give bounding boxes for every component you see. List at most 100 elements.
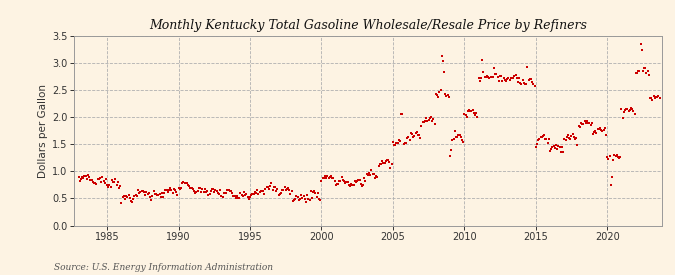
Point — [286, 189, 297, 194]
Title: Monthly Kentucky Total Gasoline Wholesale/Resale Price by Refiners: Monthly Kentucky Total Gasoline Wholesal… — [149, 19, 587, 32]
Point — [91, 182, 102, 186]
Point — [217, 195, 228, 199]
Point — [110, 177, 121, 181]
Point — [580, 121, 591, 125]
Point — [153, 192, 164, 197]
Point — [229, 194, 240, 198]
Point — [314, 197, 325, 201]
Point — [620, 108, 630, 112]
Point — [322, 174, 333, 178]
Point — [117, 195, 128, 200]
Point — [441, 93, 452, 98]
Point — [222, 188, 233, 192]
Point — [310, 191, 321, 195]
Point — [185, 186, 196, 191]
Point — [540, 137, 551, 142]
Point — [406, 131, 416, 135]
Point — [302, 193, 313, 197]
Point — [531, 145, 541, 149]
Point — [178, 180, 189, 184]
Point — [197, 187, 208, 191]
Point — [460, 112, 471, 117]
Point — [579, 119, 590, 123]
Point — [537, 134, 548, 139]
Point — [127, 200, 138, 204]
Point — [165, 186, 176, 190]
Point — [304, 198, 315, 202]
Point — [385, 165, 396, 170]
Point — [219, 191, 230, 196]
Point — [557, 145, 568, 149]
Point — [649, 96, 660, 100]
Point — [556, 149, 566, 154]
Point — [514, 76, 524, 80]
Point — [539, 133, 549, 138]
Point — [85, 178, 96, 182]
Point — [551, 143, 562, 147]
Point — [587, 131, 598, 136]
Point — [443, 95, 454, 99]
Point — [510, 73, 521, 77]
Point — [450, 129, 460, 133]
Point — [509, 73, 520, 78]
Point — [122, 195, 133, 199]
Point — [362, 173, 373, 177]
Point — [396, 112, 406, 116]
Point — [446, 148, 456, 152]
Point — [414, 132, 425, 137]
Point — [370, 175, 381, 180]
Point — [121, 194, 132, 198]
Point — [288, 199, 298, 204]
Point — [182, 181, 192, 185]
Point — [213, 191, 223, 195]
Point — [624, 108, 635, 113]
Point — [577, 122, 588, 126]
Point — [329, 178, 340, 183]
Point — [194, 186, 205, 190]
Point — [531, 141, 542, 146]
Point — [593, 126, 604, 131]
Point — [564, 136, 574, 140]
Point — [630, 71, 641, 75]
Point — [491, 72, 502, 76]
Point — [400, 141, 411, 145]
Point — [246, 193, 256, 197]
Point — [167, 191, 178, 195]
Point — [227, 191, 238, 195]
Point — [490, 72, 501, 76]
Point — [98, 178, 109, 183]
Point — [411, 130, 422, 134]
Point — [596, 128, 607, 132]
Point — [101, 177, 111, 181]
Point — [209, 190, 219, 194]
Point — [634, 68, 645, 73]
Point — [627, 106, 638, 111]
Point — [149, 192, 160, 196]
Point — [204, 191, 215, 196]
Point — [639, 65, 649, 70]
Point — [614, 156, 624, 161]
Point — [266, 181, 277, 185]
Point — [547, 144, 558, 149]
Point — [198, 190, 209, 194]
Point — [199, 187, 210, 191]
Point — [369, 172, 379, 176]
Point — [484, 75, 495, 80]
Point — [497, 79, 508, 84]
Point — [208, 187, 219, 191]
Point — [365, 173, 376, 178]
Point — [465, 109, 476, 114]
Point — [442, 93, 453, 97]
Point — [155, 195, 166, 199]
Point — [118, 194, 129, 198]
Point — [99, 181, 110, 185]
Point — [115, 184, 126, 188]
Point — [188, 189, 199, 193]
Point — [111, 183, 122, 187]
Point — [571, 136, 582, 140]
Point — [315, 197, 325, 202]
Point — [567, 132, 578, 136]
Point — [258, 189, 269, 193]
Point — [383, 158, 394, 162]
Point — [180, 180, 191, 185]
